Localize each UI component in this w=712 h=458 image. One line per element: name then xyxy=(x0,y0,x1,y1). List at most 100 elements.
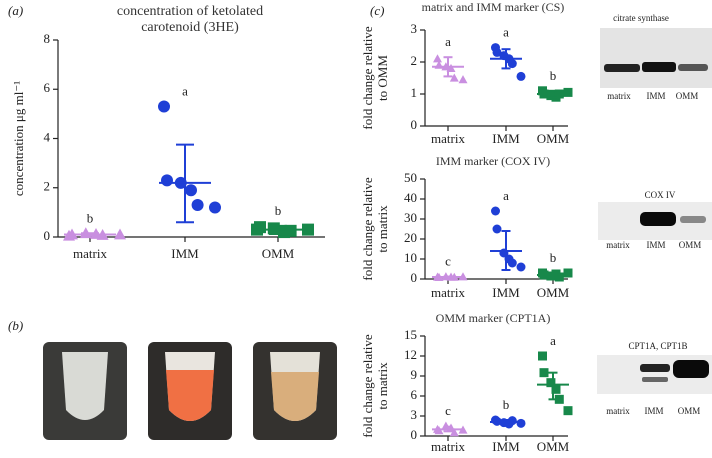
x-tick-label: matrix xyxy=(431,285,465,300)
x-tick-label: OMM xyxy=(262,246,295,261)
x-tick-label: matrix xyxy=(73,246,107,261)
y-tick-label: 9 xyxy=(411,367,418,382)
blot-lane-label: IMM xyxy=(646,240,665,250)
y-label-line: to matrix xyxy=(375,205,390,253)
significance-letter: a xyxy=(503,188,509,203)
data-point xyxy=(516,418,526,428)
y-tick-label: 3 xyxy=(411,407,418,422)
blot-lane-label: OMM xyxy=(679,240,702,250)
blot-lane-label: IMM xyxy=(646,91,665,101)
title-line: IMM marker (COX IV) xyxy=(436,154,550,168)
y-tick-label: 2 xyxy=(44,179,51,194)
data-point xyxy=(554,394,564,404)
panel-label: (b) xyxy=(8,318,23,333)
data-point xyxy=(449,73,459,82)
data-point xyxy=(209,201,221,214)
y-axis-label: fold change relativeto OMM xyxy=(360,26,390,129)
data-point xyxy=(449,428,459,437)
y-tick-label: 10 xyxy=(404,250,417,265)
data-point xyxy=(563,268,573,278)
data-point xyxy=(516,262,526,272)
x-tick-label: OMM xyxy=(537,439,570,454)
chart-title: matrix and IMM marker (CS) xyxy=(422,0,565,14)
data-point xyxy=(507,59,517,69)
data-point xyxy=(538,351,547,361)
data-point xyxy=(546,91,556,101)
y-tick-label: 0 xyxy=(411,270,418,285)
significance-letter: b xyxy=(550,250,557,265)
y-axis-label: concentration μg ml⁻¹ xyxy=(11,81,26,196)
title-line: carotenoid (3HE) xyxy=(141,20,239,35)
data-point xyxy=(539,368,549,378)
y-tick-label: 12 xyxy=(404,347,417,362)
data-point xyxy=(546,378,556,388)
blot-lane-label: matrix xyxy=(606,406,630,416)
y-tick-label: 0 xyxy=(411,117,418,132)
y-tick-label: 50 xyxy=(404,170,417,185)
data-point xyxy=(185,184,197,197)
blot-title: COX IV xyxy=(645,190,676,200)
data-point xyxy=(551,384,561,394)
significance-letter: b xyxy=(503,397,510,412)
x-tick-label: matrix xyxy=(431,439,465,454)
y-tick-label: 0 xyxy=(44,228,51,243)
x-tick-label: IMM xyxy=(492,131,520,146)
y-tick-label: 8 xyxy=(44,31,51,46)
chart-title: concentration of ketolated carotenoid (3H… xyxy=(117,4,263,35)
data-point xyxy=(302,223,314,236)
y-tick-label: 6 xyxy=(411,387,418,402)
data-point xyxy=(492,224,502,234)
y-tick-label: 1 xyxy=(411,85,418,100)
y-tick-label: 3 xyxy=(411,21,418,36)
significance-letter: a xyxy=(182,83,188,98)
y-tick-label: 30 xyxy=(404,210,417,225)
data-point xyxy=(563,406,573,416)
y-tick-label: 0 xyxy=(411,427,418,442)
data-point xyxy=(158,100,170,113)
data-point xyxy=(284,224,297,237)
blot-lane-label: IMM xyxy=(644,406,663,416)
blot-lane-label: matrix xyxy=(607,91,631,101)
data-point xyxy=(433,54,442,63)
panel-label: (a) xyxy=(8,3,23,18)
significance-letter: a xyxy=(445,34,451,49)
tube-photos xyxy=(43,342,337,440)
data-point xyxy=(161,174,173,187)
data-point xyxy=(507,258,517,268)
y-tick-label: 15 xyxy=(404,327,417,342)
data-point xyxy=(114,228,126,240)
blot-title: CPT1A, CPT1B xyxy=(628,341,687,351)
y-label-line: fold change relative xyxy=(360,334,375,437)
significance-letter: a xyxy=(503,25,509,40)
y-tick-label: 2 xyxy=(411,53,418,68)
data-point xyxy=(254,221,266,234)
data-point xyxy=(492,47,502,57)
data-point xyxy=(516,71,526,81)
y-tick-label: 4 xyxy=(44,129,51,144)
chart-title: IMM marker (COX IV) xyxy=(436,154,550,168)
data-point xyxy=(563,87,573,97)
significance-letter: a xyxy=(550,333,556,348)
data-point xyxy=(191,198,204,211)
y-tick-label: 6 xyxy=(44,80,51,95)
x-tick-label: IMM xyxy=(171,246,199,261)
blot-lane-label: OMM xyxy=(678,406,701,416)
title-line: matrix and IMM marker (CS) xyxy=(422,0,565,14)
y-tick-label: 20 xyxy=(404,230,417,245)
significance-letter: b xyxy=(275,203,282,218)
title-line: concentration of ketolated xyxy=(117,4,263,19)
data-point xyxy=(458,75,468,84)
panel-label: (c) xyxy=(370,3,384,18)
blot-title: citrate synthase xyxy=(613,13,669,23)
significance-letter: c xyxy=(445,403,451,418)
blot-lane-label: OMM xyxy=(676,91,699,101)
data-point xyxy=(554,272,564,282)
significance-letter: b xyxy=(87,210,94,225)
y-label-line: fold change relative xyxy=(360,26,375,129)
significance-letter: c xyxy=(445,254,451,269)
y-label-line: to OMM xyxy=(375,55,390,101)
x-tick-label: OMM xyxy=(537,131,570,146)
blot-lane-label: matrix xyxy=(606,240,630,250)
data-point xyxy=(491,206,500,216)
